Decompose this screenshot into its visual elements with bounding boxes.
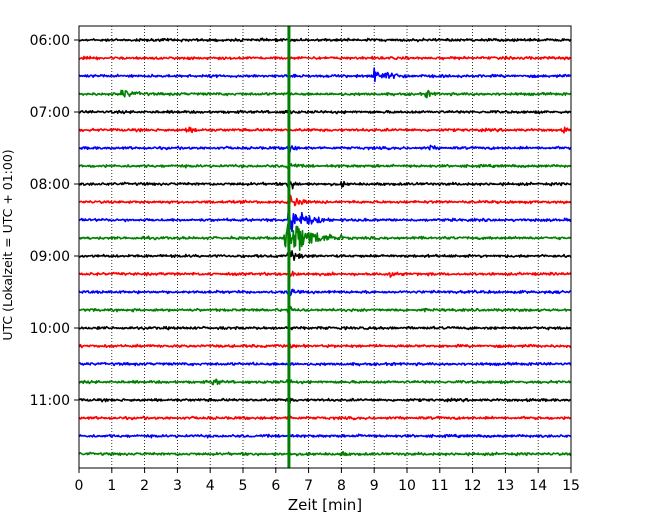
trace-0830 [78,207,572,233]
y-tick-label-1000: 10:00 [30,321,70,337]
x-tick-label-0: 0 [75,478,84,494]
trace-1000 [78,325,572,331]
plot-frame [78,25,572,469]
x-tick-label-1: 1 [107,478,116,494]
x-tick-label-10: 10 [398,478,416,494]
trace-0615 [78,55,572,61]
y-tick-label-1100: 11:00 [30,393,70,409]
y-tick-label-0600: 06:00 [30,33,70,49]
y-tick-label-0700: 07:00 [30,105,70,121]
trace-1100 [78,397,572,405]
x-tick-label-4: 4 [206,478,215,494]
trace-0600 [78,37,572,43]
x-tick-label-13: 13 [496,478,514,494]
x-tick-label-5: 5 [239,478,248,494]
trace-0730 [78,144,572,154]
trace-1045 [78,378,572,386]
x-tick-label-3: 3 [173,478,182,494]
trace-1030 [78,361,572,367]
trace-0900 [78,246,572,262]
y-tick-label-0900: 09:00 [30,249,70,265]
x-tick-label-9: 9 [370,478,379,494]
trace-0715 [78,126,572,134]
trace-0945 [78,305,572,313]
trace-1130 [78,433,572,439]
y-axis-ticks: 06:00 07:00 08:00 09:00 10:00 11:00 [30,33,79,409]
x-tick-label-6: 6 [271,478,280,494]
x-tick-label-14: 14 [529,478,547,494]
trace-0815 [78,194,572,207]
trace-0745 [78,163,572,170]
trace-1145 [78,451,572,457]
trace-0645 [78,89,572,99]
y-tick-label-0800: 08:00 [30,177,70,193]
x-axis-ticks: 0 1 2 3 4 5 6 7 8 9 10 11 12 13 14 15 [75,468,580,494]
trace-0630 [78,67,572,83]
trace-0845 [78,223,572,261]
trace-1015 [78,342,572,352]
x-tick-label-7: 7 [304,478,313,494]
trace-0800 [78,180,572,190]
x-tick-label-15: 15 [562,478,580,494]
trace-1115 [78,414,572,421]
x-tick-label-12: 12 [464,478,482,494]
trace-0915 [78,270,572,278]
trace-lines [78,37,572,457]
x-tick-label-2: 2 [140,478,149,494]
x-tick-label-11: 11 [431,478,449,494]
y-axis-label: UTC (Lokalzeit = UTC + 01:00) [0,149,15,340]
trace-0930 [78,288,572,297]
trace-0700 [78,109,572,115]
x-axis-label: Zeit [min] [288,496,362,514]
x-tick-label-8: 8 [337,478,346,494]
